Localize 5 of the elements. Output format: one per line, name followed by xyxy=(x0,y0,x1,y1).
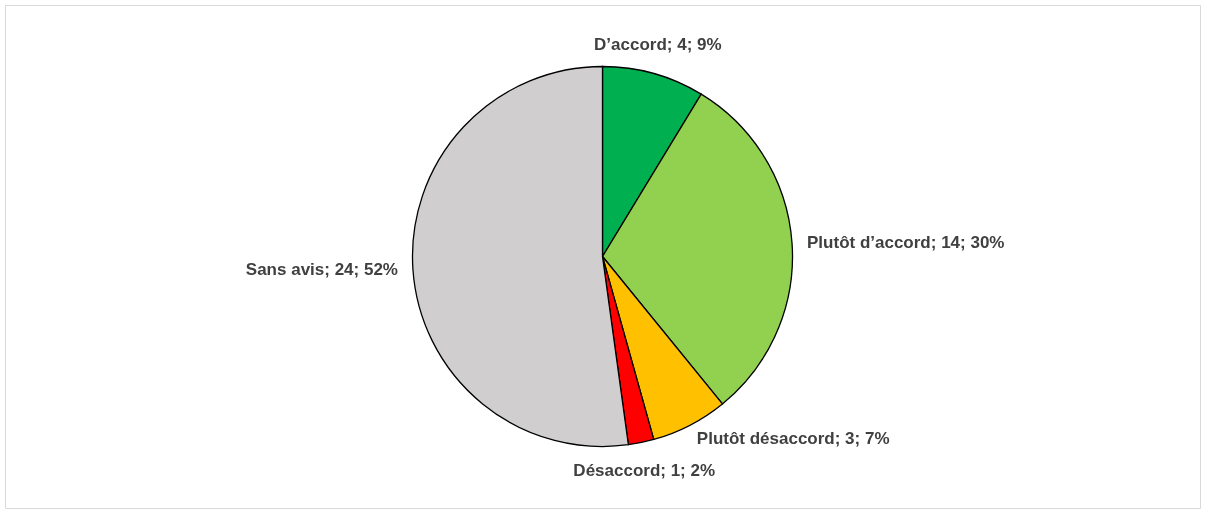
slice-label: Sans avis; 24; 52% xyxy=(245,260,398,280)
slice-label: D’accord; 4; 9% xyxy=(594,35,722,55)
slice-label: Plutôt d’accord; 14; 30% xyxy=(807,232,1005,252)
slice-label: Désaccord; 1; 2% xyxy=(573,461,716,481)
slice-label: Plutôt désaccord; 3; 7% xyxy=(696,428,890,448)
